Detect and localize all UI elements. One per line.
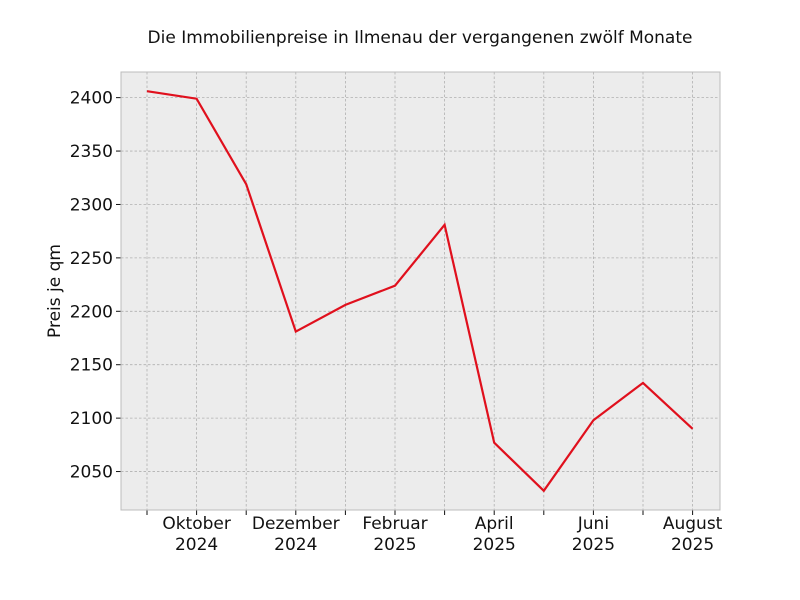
series-line	[146, 90, 694, 493]
x-tick-label-year: 2025	[473, 535, 516, 555]
y-axis: 2050 2100 2150 2200 2250 2300 2350 2400	[70, 89, 121, 483]
plot-frame	[120, 71, 721, 511]
plot-area	[121, 72, 720, 510]
x-tick-label: August 2025	[663, 514, 723, 555]
y-axis-label: Preis je qm	[45, 244, 65, 338]
x-tick-label: Februar 2025	[362, 514, 427, 555]
x-tick-label-year: 2025	[373, 535, 416, 555]
y-tick-label: 2100	[70, 409, 113, 429]
chart-title: Die Immobilienpreise in Ilmenau der verg…	[148, 28, 693, 48]
x-tick-label: Oktober 2024	[162, 514, 231, 555]
x-tick-label-month: Dezember	[252, 514, 340, 534]
x-tick-label-year: 2024	[175, 535, 218, 555]
grid-lines	[121, 72, 720, 510]
x-tick-label-month: August	[663, 514, 723, 534]
y-tick-label: 2350	[70, 142, 113, 162]
y-tick-label: 2400	[70, 89, 113, 109]
x-tick-label-month: Februar	[362, 514, 427, 534]
x-tick-label-month: Oktober	[162, 514, 231, 534]
y-tick-label: 2150	[70, 356, 113, 376]
x-tick-label: April 2025	[473, 514, 516, 555]
x-tick-label: Juni 2025	[572, 514, 615, 555]
y-tick-label: 2200	[70, 302, 113, 322]
y-tick-label: 2300	[70, 195, 113, 215]
x-tick-label-month: April	[475, 514, 514, 534]
x-tick-label-year: 2025	[671, 535, 714, 555]
y-tick-label: 2250	[70, 249, 113, 269]
x-tick-label-year: 2025	[572, 535, 615, 555]
x-tick-label-year: 2024	[274, 535, 317, 555]
x-tick-label-month: Juni	[577, 514, 609, 534]
y-tick-label: 2050	[70, 463, 113, 483]
x-tick-label: Dezember 2024	[252, 514, 340, 555]
